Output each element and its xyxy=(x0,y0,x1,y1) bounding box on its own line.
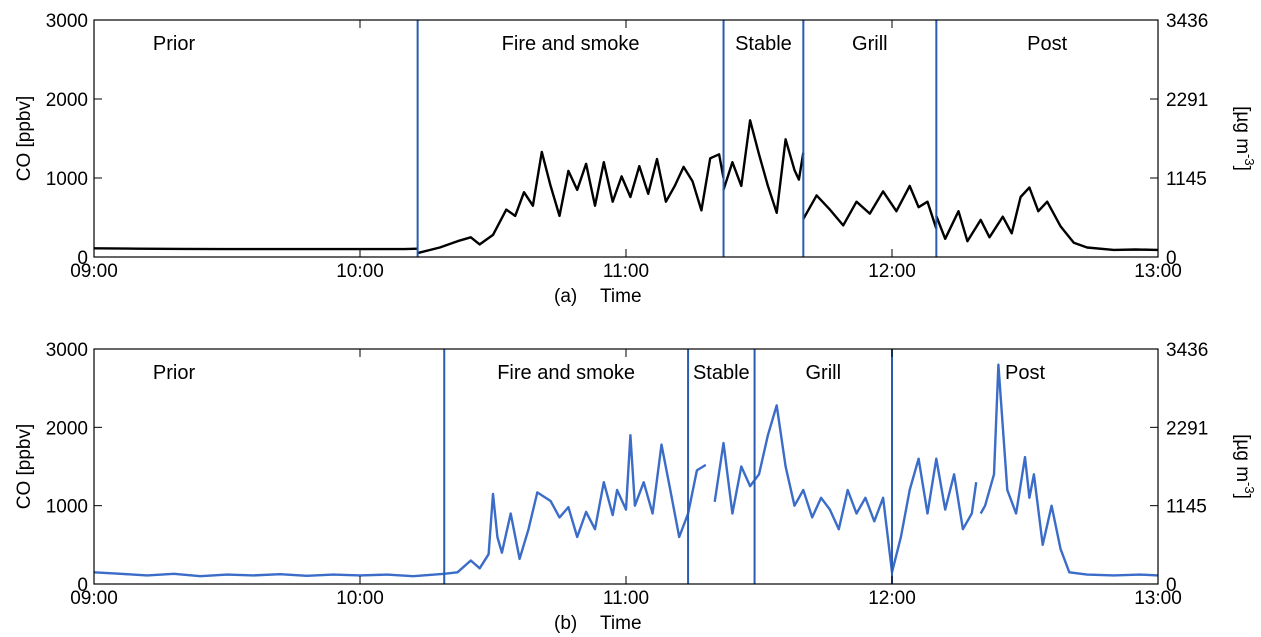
x-tick-label: 10:00 xyxy=(336,588,384,609)
x-tick-label: 13:00 xyxy=(1134,588,1182,609)
chart-panel: Prior Fire and smoke Stable Grill Post 0 0 1000… xyxy=(14,11,1257,307)
series-line xyxy=(713,404,978,574)
phase-label: Grill xyxy=(852,33,888,55)
x-tick-label: 09:00 xyxy=(70,588,118,609)
y-tick-label-right: 1145 xyxy=(1166,169,1207,190)
series-line xyxy=(93,247,418,251)
x-tick-label: 09:00 xyxy=(70,261,118,282)
y-tick-label: 0 xyxy=(77,248,88,269)
y-tick-label: 1000 xyxy=(46,497,88,518)
y-tick-label: 2000 xyxy=(46,418,88,439)
x-tick-label: 10:00 xyxy=(336,261,384,282)
y-tick-label: 2000 xyxy=(46,90,88,111)
x-tick-label: 11:00 xyxy=(603,261,649,282)
phase-label: Grill xyxy=(806,362,842,384)
phase-label: Stable xyxy=(735,33,792,55)
y-axis-label: CO [ppbv] xyxy=(14,424,35,510)
phase-label: Fire and smoke xyxy=(502,33,640,55)
series-line xyxy=(417,150,725,255)
phase-label: Fire and smoke xyxy=(497,362,635,384)
y-tick-label-right: 3436 xyxy=(1166,340,1208,361)
y-axis-label: CO [ppbv] xyxy=(14,96,35,182)
y-tick-label-right: 2291 xyxy=(1166,90,1208,111)
phase-label: Prior xyxy=(153,362,196,384)
chart-panel: Prior Fire and smoke Stable Grill Post 0 0 1000… xyxy=(14,340,1257,634)
y-axis-label-right: [µg m-3] xyxy=(1232,106,1257,171)
x-tick-label: 11:00 xyxy=(603,588,649,609)
phase-label: Post xyxy=(1005,362,1045,384)
y-tick-label: 3000 xyxy=(46,11,88,32)
phase-label: Post xyxy=(1027,33,1067,55)
panel-label: (a) xyxy=(554,286,577,307)
series-line xyxy=(935,186,1159,252)
y-tick-label-right: 2291 xyxy=(1166,418,1208,439)
y-tick-label: 3000 xyxy=(46,340,88,361)
x-tick-label: 12:00 xyxy=(868,588,916,609)
phase-label: Stable xyxy=(693,362,750,384)
y-axis-label-right: [µg m-3] xyxy=(1232,434,1257,499)
y-tick-label-right: 0 xyxy=(1166,575,1177,596)
series-line xyxy=(722,119,805,215)
series-line xyxy=(93,434,707,578)
y-tick-label: 0 xyxy=(77,575,88,596)
y-tick-label-right: 1145 xyxy=(1166,497,1207,518)
x-axis-label: Time xyxy=(600,286,642,307)
series-line xyxy=(802,184,938,229)
y-tick-label-right: 3436 xyxy=(1166,11,1208,32)
x-tick-label: 12:00 xyxy=(868,261,916,282)
series-line xyxy=(979,363,1159,577)
x-tick-label: 13:00 xyxy=(1134,261,1182,282)
y-tick-label: 1000 xyxy=(46,169,88,190)
x-axis-label: Time xyxy=(600,613,642,634)
y-tick-label-right: 0 xyxy=(1166,248,1177,269)
phase-label: Prior xyxy=(153,33,196,55)
panel-label: (b) xyxy=(554,613,577,634)
